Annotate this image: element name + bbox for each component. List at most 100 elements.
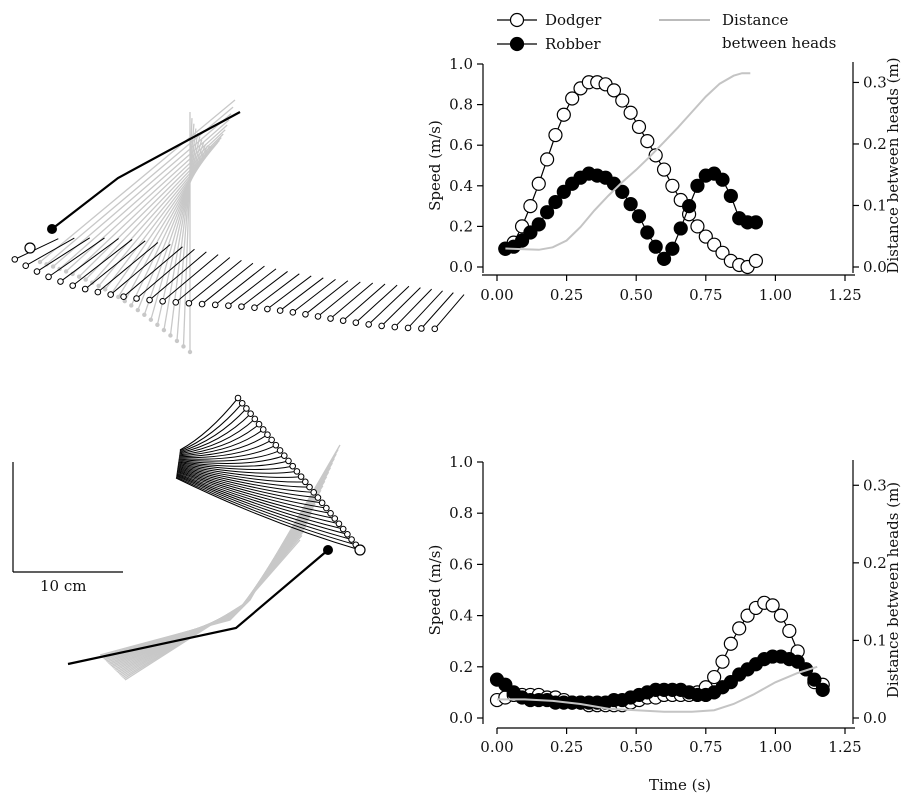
data-point-robber [665, 241, 680, 256]
dodger-head-marker [297, 473, 305, 480]
data-point-dodger [723, 636, 738, 651]
dodger-head-marker [289, 462, 296, 470]
y2-tick-label: 0.1 [863, 631, 887, 649]
robber-body-line [156, 136, 201, 326]
data-point-dodger [773, 608, 789, 623]
data-point-dodger [640, 134, 655, 149]
dodger-start-marker [24, 242, 36, 254]
dodger-head-marker [234, 394, 242, 402]
dodger-body-line [175, 257, 231, 303]
dodger-body-line [136, 248, 195, 299]
dodger-body-line [48, 237, 105, 278]
robber-body-line [163, 132, 199, 331]
data-point-dodger [782, 623, 797, 639]
robber-head-dot [181, 344, 186, 349]
dodger-body-line [177, 463, 302, 478]
legend-item-dodger: Dodger [497, 11, 602, 29]
dodger-body-line [179, 408, 247, 453]
data-point-dodger [656, 162, 672, 177]
data-point-dodger [665, 178, 680, 193]
dodger-head-marker [264, 431, 271, 438]
robber-body-line [103, 526, 307, 660]
dodger-head-marker [314, 313, 322, 320]
robber-body-line [99, 539, 301, 656]
data-point-dodger [540, 152, 555, 167]
dodger-body-line [292, 279, 336, 313]
dodger-body-line [342, 283, 386, 322]
robber-head-dot [50, 264, 56, 269]
dodger-body-line [317, 281, 361, 317]
dodger-body-line [267, 275, 312, 310]
dodger-body-line [179, 402, 243, 452]
dodger-head-marker [172, 299, 180, 306]
dodger-body-line [177, 468, 323, 504]
y-tick-label: 0.0 [449, 709, 473, 727]
dodger-head-marker [327, 315, 334, 322]
data-point-dodger [707, 669, 722, 685]
dodger-head-marker [120, 293, 127, 301]
dodger-body-line [228, 268, 277, 307]
dodger-body-line [330, 282, 374, 319]
dodger-head-marker [133, 295, 140, 302]
dodger-body-line [176, 474, 348, 535]
robber-posture [51, 111, 241, 230]
dodger-head-marker [69, 282, 77, 289]
robber-head-dot [161, 327, 167, 333]
dodger-body-line [179, 397, 239, 451]
robber-body-line [104, 521, 309, 661]
dodger-head-marker [247, 410, 254, 418]
dodger-body-line [177, 463, 297, 474]
dodger-body-line [381, 287, 421, 327]
robber-head-dot [148, 317, 154, 322]
dodger-head-marker [335, 520, 343, 528]
dodger-head-marker [225, 302, 232, 309]
dodger-head-marker [268, 436, 275, 444]
dodger-body-line [176, 475, 352, 540]
data-point-dodger [631, 119, 647, 135]
chart-top: 0.00 0.25 0.50 0.75 1.00 1.250.00.20.40.60.81… [426, 55, 902, 304]
robber-body-line [110, 498, 318, 667]
data-point-robber [690, 178, 705, 193]
dodger-body-line [178, 455, 285, 464]
data-point-dodger [556, 107, 571, 122]
legend-label-distance-line1: Distance [722, 11, 789, 29]
dodger-body-line [176, 470, 331, 514]
robber-body-line [111, 494, 320, 668]
series-line-distance [505, 72, 751, 251]
dodger-head-marker [378, 322, 385, 330]
robber-head-dot [37, 259, 43, 265]
robber-head-dot [83, 277, 88, 282]
y-tick-label: 0.8 [449, 504, 473, 522]
dodger-body-line [176, 473, 344, 530]
dodger-body-line [36, 237, 91, 272]
dodger-head-marker [344, 530, 351, 538]
dodger-body-line [201, 262, 254, 305]
dodger-body-line [188, 260, 242, 304]
dodger-head-marker [365, 321, 372, 328]
y2-tick-label: 0.1 [863, 196, 887, 214]
x-tick-label: 0.75 [689, 286, 722, 304]
x-tick-label: 0.00 [480, 286, 513, 304]
y2-tick-label: 0.0 [863, 709, 887, 727]
dodger-head-marker [339, 525, 347, 533]
dodger-body-line [177, 465, 310, 488]
data-point-robber [615, 184, 630, 199]
robber-head-marker [323, 545, 333, 555]
data-point-dodger [648, 148, 663, 163]
x-tick-label: 1.00 [759, 738, 792, 756]
dodger-body-line [434, 294, 465, 330]
y-tick-label: 0.8 [449, 96, 473, 114]
robber-body-line [150, 139, 203, 320]
y-axis-label: Speed (m/s) [426, 545, 444, 636]
dodger-head-marker [22, 262, 30, 269]
x-tick-label: 0.25 [550, 286, 583, 304]
dodger-head-marker [318, 499, 326, 507]
open-circle-marker-icon [509, 12, 525, 28]
robber-head-dot [63, 269, 69, 274]
dodger-body-line [368, 285, 410, 325]
dodger-head-marker [310, 489, 318, 496]
dodger-end-marker [354, 544, 366, 556]
chart-bottom: 0.00 0.25 0.50 0.75 1.00 1.250.00.20.40.60.81… [426, 453, 902, 756]
robber-head-dot [155, 322, 160, 328]
